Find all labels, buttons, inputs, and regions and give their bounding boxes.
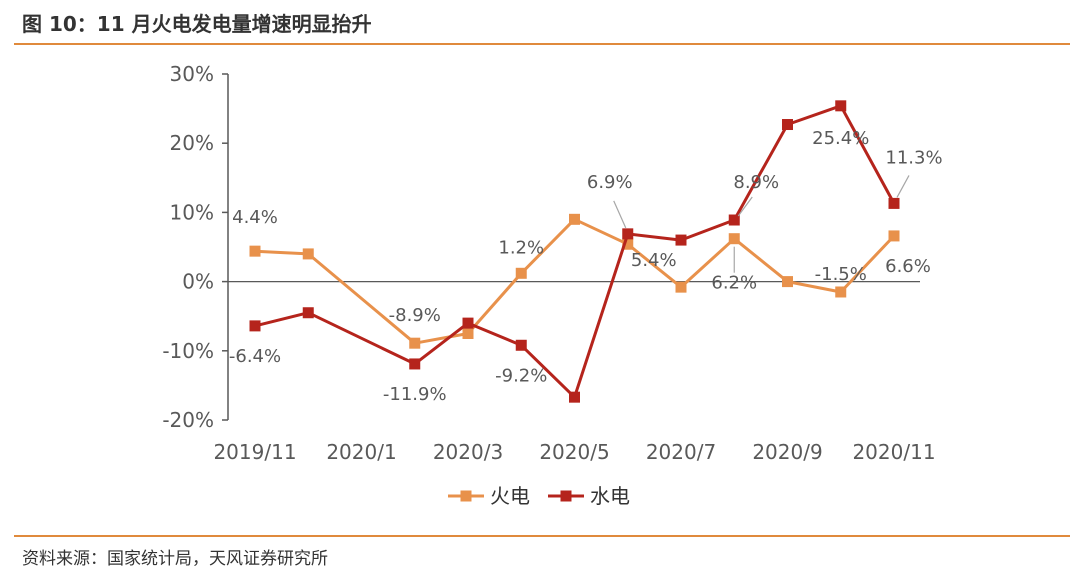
thermal-point [462,328,474,339]
x-tick-label: 2020/9 [752,440,822,464]
label-leader-line [896,175,910,198]
thermal-point [782,276,793,288]
thermal-point [249,245,261,257]
thermal-point [515,267,527,279]
legend-thermal-label: 火电 [490,484,530,508]
thermal-data-label: -8.9% [389,305,441,326]
hydro-point [409,358,421,370]
x-tick-label: 2019/11 [213,440,296,464]
hydro-point [622,228,634,240]
hydro-data-label: 6.9% [587,172,633,193]
y-tick-label: 20% [170,131,214,155]
hydro-data-label: 25.4% [812,128,869,149]
hydro-series-line [254,104,896,399]
bottom-divider [14,535,1070,537]
legend-thermal-marker [460,490,472,502]
label-leader-line [613,200,627,229]
hydro-point [782,119,793,131]
hydro-data-label: -6.4% [229,346,281,367]
y-tick-label: -10% [162,339,214,363]
hydro-data-label: 11.3% [885,147,942,168]
x-tick-label: 2020/11 [852,440,935,464]
legend-hydro-marker [560,490,572,502]
hydro-point [675,234,687,246]
thermal-data-label: 5.4% [631,250,677,271]
hydro-data-label: 8.9% [733,172,779,193]
thermal-data-label: 6.2% [711,273,757,294]
hydro-point [888,197,900,209]
hydro-data-label: -11.9% [383,384,447,405]
top-divider [14,43,1070,45]
hydro-point [462,317,474,329]
thermal-point [675,281,687,293]
y-tick-label: 0% [182,270,214,294]
legend-hydro-label: 水电 [590,484,630,508]
hydro-point [302,307,314,319]
label-leader-line [737,196,753,217]
thermal-data-label: 4.4% [232,207,278,228]
thermal-point [835,286,847,298]
thermal-point [728,233,740,245]
thermal-point [622,238,634,250]
y-tick-label: 10% [170,200,214,224]
hydro-point [569,391,580,403]
thermal-point [302,248,314,260]
thermal-point [569,213,580,225]
thermal-data-label: 6.6% [885,256,931,277]
thermal-point [409,337,421,349]
y-tick-label: 30% [170,62,214,86]
hydro-point [515,339,527,351]
x-tick-label: 2020/3 [433,440,503,464]
hydro-point [249,320,261,332]
hydro-data-label: -9.2% [495,365,547,386]
x-tick-label: 2020/1 [326,440,396,464]
source-note: 资料来源：国家统计局，天风证券研究所 [22,549,328,569]
hydro-point [835,100,847,112]
hydro-point [728,214,740,226]
thermal-data-label: 1.2% [498,237,544,258]
chart-title: 图 10：11 月火电发电量增速明显抬升 [22,12,372,36]
thermal-point [888,230,900,242]
thermal-series-line [254,217,896,345]
y-tick-label: -20% [162,408,214,432]
thermal-data-label: -1.5% [815,264,867,285]
x-tick-label: 2020/5 [539,440,609,464]
x-tick-label: 2020/7 [646,440,716,464]
